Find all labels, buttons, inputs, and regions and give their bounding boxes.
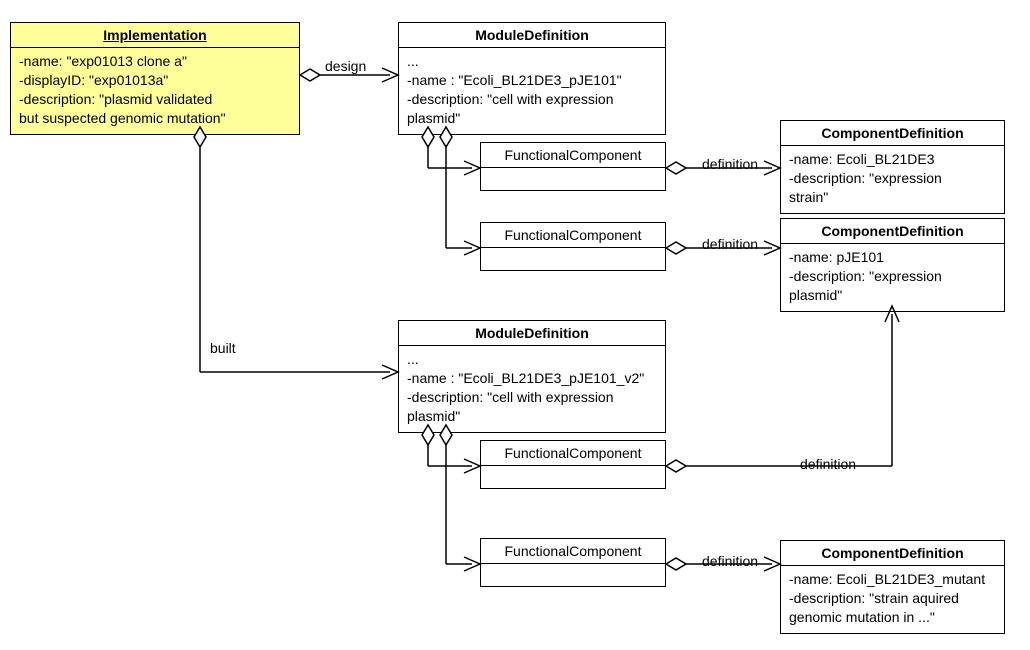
attr-line: genomic mutation in ..." bbox=[789, 608, 996, 627]
class-body: -name: Ecoli_BL21DE3_mutant -description… bbox=[781, 566, 1004, 633]
attr-line: -name: Ecoli_BL21DE3_mutant bbox=[789, 570, 996, 589]
class-body bbox=[481, 168, 665, 190]
edge-label-def2: definition bbox=[702, 236, 758, 252]
attr-line: -name: "exp01013 clone a" bbox=[19, 52, 291, 71]
class-functional-component-3: FunctionalComponent bbox=[480, 440, 666, 489]
class-title: FunctionalComponent bbox=[481, 143, 665, 168]
edge-label-def3: definition bbox=[800, 456, 856, 472]
attr-line: -displayID: "exp01013a" bbox=[19, 71, 291, 90]
edge-md2-fc4 bbox=[440, 425, 480, 571]
edge-label-def1: definition bbox=[702, 156, 758, 172]
attr-line: -name: Ecoli_BL21DE3 bbox=[789, 150, 996, 169]
attr-line: -description: "strain aquired bbox=[789, 589, 996, 608]
attr-line: plasmid" bbox=[407, 109, 657, 128]
class-title: FunctionalComponent bbox=[481, 539, 665, 564]
attr-line: -name: pJE101 bbox=[789, 248, 996, 267]
attr-line: plasmid" bbox=[789, 286, 996, 305]
class-body: ... -name : "Ecoli_BL21DE3_pJE101_v2" -d… bbox=[399, 346, 665, 432]
attr-line: but suspected genomic mutation" bbox=[19, 109, 291, 128]
attr-line: ... bbox=[407, 350, 657, 369]
class-body: -name: "exp01013 clone a" -displayID: "e… bbox=[11, 48, 299, 134]
edge-label-design: design bbox=[325, 58, 366, 74]
class-component-definition-2: ComponentDefinition -name: pJE101 -descr… bbox=[780, 218, 1005, 312]
class-body: ... -name : "Ecoli_BL21DE3_pJE101" -desc… bbox=[399, 48, 665, 134]
attr-line: -description: "cell with expression bbox=[407, 90, 657, 109]
class-title: ComponentDefinition bbox=[781, 121, 1004, 146]
edge-md1-fc2 bbox=[440, 127, 480, 255]
class-body bbox=[481, 466, 665, 488]
class-body: -name: pJE101 -description: "expression … bbox=[781, 244, 1004, 311]
diagram-canvas: Implementation -name: "exp01013 clone a"… bbox=[0, 0, 1030, 650]
class-body: -name: Ecoli_BL21DE3 -description: "expr… bbox=[781, 146, 1004, 213]
class-body bbox=[481, 564, 665, 586]
class-implementation: Implementation -name: "exp01013 clone a"… bbox=[10, 22, 300, 135]
edge-fc3-cd2 bbox=[666, 306, 899, 472]
class-title: FunctionalComponent bbox=[481, 223, 665, 248]
attr-line: -description: "expression bbox=[789, 267, 996, 286]
attr-line: strain" bbox=[789, 188, 996, 207]
class-module-definition-2: ModuleDefinition ... -name : "Ecoli_BL21… bbox=[398, 320, 666, 433]
attr-line: plasmid" bbox=[407, 407, 657, 426]
class-title: ModuleDefinition bbox=[399, 321, 665, 346]
class-component-definition-1: ComponentDefinition -name: Ecoli_BL21DE3… bbox=[780, 120, 1005, 214]
attr-line: ... bbox=[407, 52, 657, 71]
class-title: ComponentDefinition bbox=[781, 219, 1004, 244]
class-body bbox=[481, 248, 665, 270]
class-functional-component-2: FunctionalComponent bbox=[480, 222, 666, 271]
attr-line: -name : "Ecoli_BL21DE3_pJE101" bbox=[407, 71, 657, 90]
attr-line: -description: "plasmid validated bbox=[19, 90, 291, 109]
attr-line: -name : "Ecoli_BL21DE3_pJE101_v2" bbox=[407, 369, 657, 388]
class-title: FunctionalComponent bbox=[481, 441, 665, 466]
class-functional-component-1: FunctionalComponent bbox=[480, 142, 666, 191]
edge-label-def4: definition bbox=[702, 553, 758, 569]
class-functional-component-4: FunctionalComponent bbox=[480, 538, 666, 587]
attr-line: -description: "cell with expression bbox=[407, 388, 657, 407]
attr-line: -description: "expression bbox=[789, 169, 996, 188]
class-title: ModuleDefinition bbox=[399, 23, 665, 48]
edge-label-built: built bbox=[210, 340, 236, 356]
class-module-definition-1: ModuleDefinition ... -name : "Ecoli_BL21… bbox=[398, 22, 666, 135]
class-title: ComponentDefinition bbox=[781, 541, 1004, 566]
class-component-definition-3: ComponentDefinition -name: Ecoli_BL21DE3… bbox=[780, 540, 1005, 634]
class-title: Implementation bbox=[11, 23, 299, 48]
